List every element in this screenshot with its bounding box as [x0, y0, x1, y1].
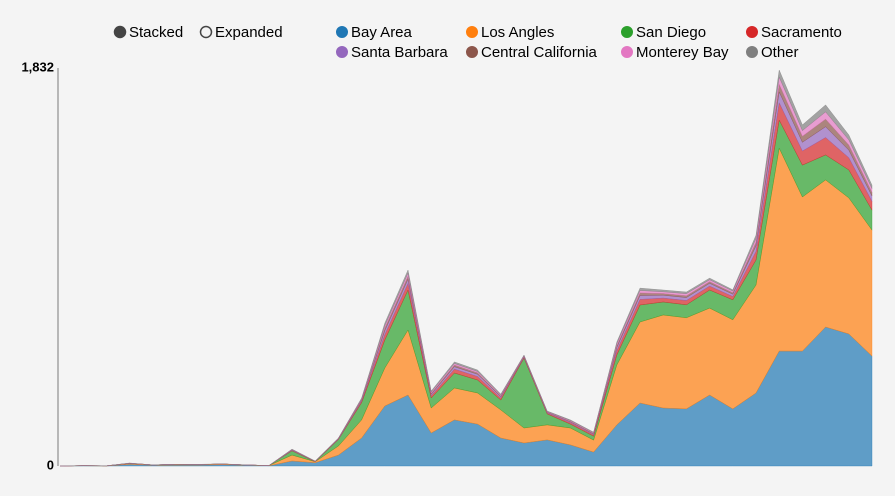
legend-dot[interactable] [336, 26, 348, 38]
legend-label[interactable]: Los Angles [481, 24, 554, 41]
legend-label[interactable]: Bay Area [351, 24, 413, 41]
legend-label[interactable]: Monterey Bay [636, 44, 729, 61]
control-dot[interactable] [113, 25, 127, 39]
legend-dot[interactable] [621, 46, 633, 58]
control-label[interactable]: Expanded [215, 24, 283, 41]
control-dot[interactable] [199, 25, 213, 39]
control-label[interactable]: Stacked [129, 24, 183, 41]
legend-dot[interactable] [621, 26, 633, 38]
legend-dot[interactable] [336, 46, 348, 58]
legend-label[interactable]: Santa Barbara [351, 44, 448, 61]
y-tick-label: 0 [47, 457, 54, 472]
legend-label[interactable]: Other [761, 44, 799, 61]
legend-label[interactable]: Sacramento [761, 24, 842, 41]
legend-dot[interactable] [466, 26, 478, 38]
y-tick-label: 1,832 [21, 59, 54, 74]
legend-dot[interactable] [466, 46, 478, 58]
legend-dot[interactable] [746, 46, 758, 58]
legend-label[interactable]: Central California [481, 44, 598, 61]
area [59, 69, 873, 467]
legend-dot[interactable] [746, 26, 758, 38]
legend-label[interactable]: San Diego [636, 24, 706, 41]
